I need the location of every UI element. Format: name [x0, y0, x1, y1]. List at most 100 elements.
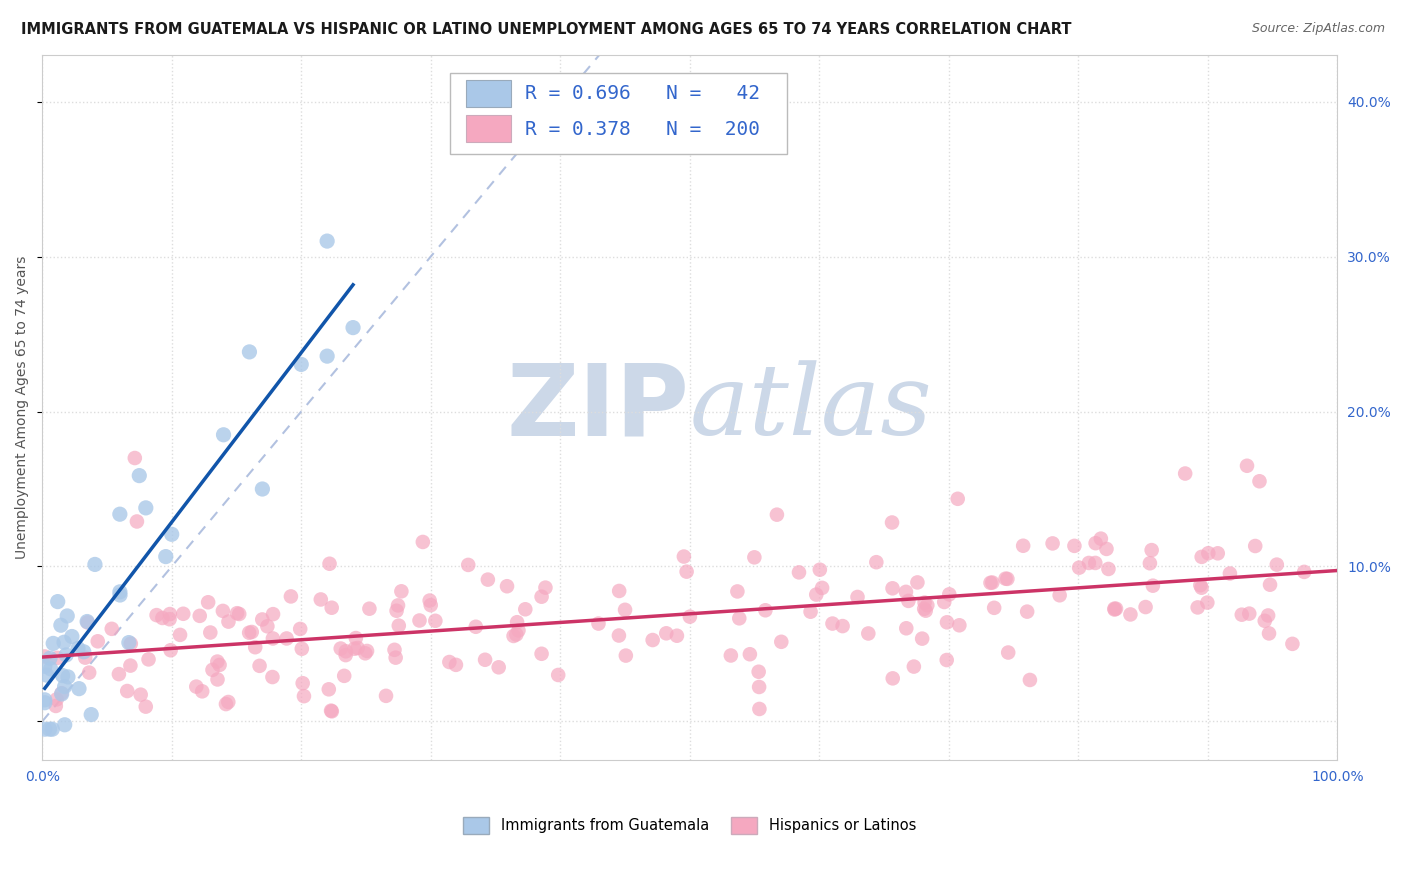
Point — [318, 557, 340, 571]
Point — [238, 625, 260, 640]
Point — [344, 631, 367, 645]
Point — [1069, 560, 1091, 574]
Point — [983, 600, 1005, 615]
Point — [912, 602, 935, 616]
Point — [217, 695, 239, 709]
Point — [981, 575, 1004, 590]
Point — [159, 643, 181, 657]
Point — [1174, 467, 1197, 481]
Point — [439, 655, 461, 669]
Point — [1095, 541, 1118, 556]
Point — [42, 636, 65, 650]
Point — [84, 558, 107, 572]
Point — [292, 689, 315, 703]
Point — [725, 584, 748, 599]
Point — [1239, 607, 1261, 621]
Point — [34, 696, 56, 710]
Point — [444, 657, 467, 672]
Point — [256, 619, 278, 633]
Point — [515, 602, 537, 616]
Point — [1187, 600, 1209, 615]
Point — [80, 707, 103, 722]
Point — [1139, 556, 1161, 570]
Point — [679, 609, 702, 624]
Point — [412, 535, 434, 549]
Point — [77, 665, 100, 680]
Text: R = 0.696   N =   42: R = 0.696 N = 42 — [526, 85, 761, 103]
Point — [207, 673, 229, 687]
Point — [228, 607, 250, 621]
Point — [935, 653, 957, 667]
Point — [212, 604, 235, 618]
Point — [846, 590, 869, 604]
Point — [238, 345, 260, 359]
Point — [67, 681, 90, 696]
Point — [124, 450, 146, 465]
Point — [39, 662, 62, 676]
Point — [508, 624, 530, 638]
Point — [155, 549, 177, 564]
Point — [1105, 601, 1128, 615]
Point — [34, 659, 56, 673]
Legend: Immigrants from Guatemala, Hispanics or Latinos: Immigrants from Guatemala, Hispanics or … — [463, 817, 917, 834]
Point — [547, 668, 569, 682]
Point — [425, 614, 447, 628]
Point — [896, 621, 918, 635]
Point — [321, 704, 343, 718]
Point — [252, 482, 274, 496]
Point — [655, 626, 678, 640]
Point — [1281, 637, 1303, 651]
Point — [1140, 543, 1163, 558]
Point — [73, 645, 96, 659]
Point — [1197, 546, 1219, 560]
FancyBboxPatch shape — [450, 73, 787, 153]
Point — [1012, 539, 1035, 553]
Point — [1063, 539, 1085, 553]
Point — [321, 600, 343, 615]
Point — [419, 593, 441, 607]
Point — [291, 676, 314, 690]
Point — [1084, 556, 1107, 570]
Point — [249, 658, 271, 673]
Point — [1077, 556, 1099, 570]
Point — [882, 671, 904, 685]
Point — [135, 699, 157, 714]
Point — [457, 558, 479, 572]
Point — [994, 572, 1017, 586]
Point — [720, 648, 742, 663]
Point — [665, 629, 688, 643]
Point — [66, 641, 89, 656]
Point — [911, 632, 934, 646]
Point — [614, 648, 637, 663]
Point — [938, 587, 960, 601]
Point — [125, 515, 148, 529]
Text: atlas: atlas — [690, 360, 932, 455]
Point — [506, 615, 529, 630]
Point — [55, 648, 77, 662]
Point — [607, 628, 630, 642]
Point — [588, 616, 610, 631]
Point — [1135, 600, 1157, 615]
Point — [1249, 475, 1271, 489]
Point — [948, 618, 970, 632]
Point — [191, 684, 214, 698]
Point — [744, 550, 766, 565]
Point — [290, 358, 312, 372]
Point — [53, 680, 76, 694]
Point — [748, 702, 770, 716]
Point — [748, 680, 770, 694]
Point — [356, 644, 378, 658]
Point — [754, 603, 776, 617]
Point — [672, 549, 695, 564]
Point — [979, 575, 1001, 590]
Point — [38, 722, 60, 736]
Point — [56, 609, 79, 624]
Point — [76, 615, 98, 630]
Point — [1090, 532, 1112, 546]
Point — [201, 663, 224, 677]
Point — [1294, 565, 1316, 579]
Point — [505, 627, 527, 641]
Text: R = 0.378   N =  200: R = 0.378 N = 200 — [526, 120, 761, 138]
Point — [53, 718, 76, 732]
Point — [1142, 579, 1164, 593]
